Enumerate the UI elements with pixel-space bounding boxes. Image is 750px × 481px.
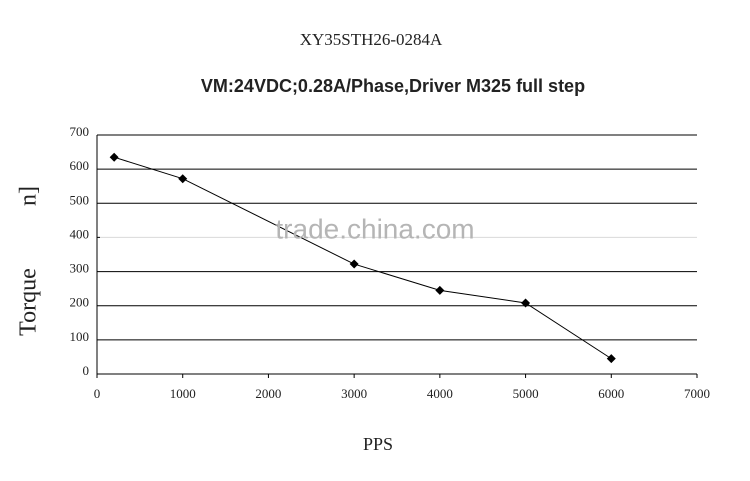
y-tick-label: 300 — [70, 261, 90, 276]
y-tick-label: 600 — [70, 158, 90, 173]
data-point — [349, 259, 359, 269]
x-tick-label: 0 — [94, 386, 101, 401]
data-point — [435, 285, 445, 295]
data-point — [178, 174, 188, 184]
series-line — [113, 156, 612, 360]
y-tick-label: 100 — [70, 329, 90, 344]
data-point — [606, 354, 616, 364]
x-tick-label: 3000 — [341, 386, 367, 401]
x-tick-label: 1000 — [170, 386, 196, 401]
y-tick-label: 0 — [83, 363, 90, 378]
x-axis-label: PPS — [363, 434, 393, 454]
watermark-band — [100, 208, 710, 254]
watermark: trade.china.com — [275, 213, 474, 244]
y-tick-label: 700 — [70, 124, 90, 139]
data-point — [521, 298, 531, 308]
x-tick-label: 7000 — [684, 386, 710, 401]
x-tick-label: 4000 — [427, 386, 453, 401]
y-tick-label: 400 — [70, 226, 90, 241]
x-tick-label: 2000 — [255, 386, 281, 401]
chart-subtitle: VM:24VDC;0.28A/Phase,Driver M325 full st… — [201, 76, 585, 96]
y-tick-label: 200 — [70, 295, 90, 310]
y-tick-label: 500 — [70, 192, 90, 207]
data-point — [109, 152, 119, 162]
chart-title: XY35STH26-0284A — [300, 30, 443, 49]
y-axis-label-fragment: n] — [16, 186, 42, 206]
x-tick-label: 6000 — [598, 386, 624, 401]
x-tick-label: 5000 — [513, 386, 539, 401]
y-axis-label: Torque — [16, 268, 42, 336]
